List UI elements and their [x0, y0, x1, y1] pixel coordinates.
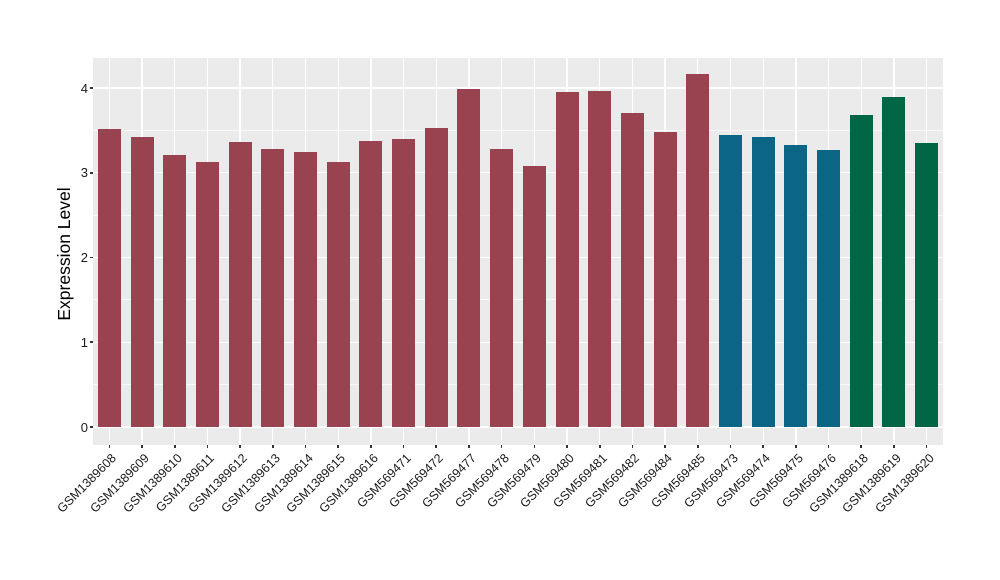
bar-GSM569477	[457, 88, 481, 427]
x-tick-mark	[598, 445, 601, 448]
x-tick-mark	[239, 445, 241, 448]
gridline-major	[93, 341, 943, 343]
gridline-major	[93, 172, 943, 174]
bar-GSM569471	[392, 138, 416, 427]
bar-GSM569472	[424, 127, 448, 427]
bar-GSM1389608	[97, 128, 121, 427]
x-tick-mark	[435, 445, 438, 448]
x-tick-mark	[925, 445, 928, 448]
bar-GSM1389611	[195, 161, 219, 427]
bar-GSM569476	[817, 149, 841, 427]
gridline-minor	[93, 299, 943, 301]
x-tick-mark	[173, 445, 176, 448]
y-tick-label: 1	[80, 334, 88, 350]
plot-panel	[93, 58, 943, 445]
x-tick-mark	[370, 445, 372, 448]
bar-GSM1389610	[163, 154, 187, 427]
x-tick-mark	[337, 445, 339, 448]
x-tick-mark	[697, 445, 699, 448]
bar-GSM569481	[588, 91, 612, 427]
x-tick-mark	[272, 445, 274, 448]
x-tick-mark	[402, 445, 405, 448]
x-tick-mark	[893, 445, 895, 448]
x-tick-mark	[729, 445, 732, 448]
gridline-minor	[93, 129, 943, 131]
x-tick-mark	[108, 445, 111, 448]
gridline-minor	[93, 214, 943, 216]
bar-GSM1389618	[849, 115, 873, 427]
bar-GSM569474	[751, 137, 775, 427]
bar-GSM1389615	[326, 161, 350, 427]
bar-GSM569473	[719, 134, 742, 427]
x-tick-mark	[533, 445, 536, 448]
x-tick-mark	[762, 445, 764, 448]
y-tick-mark	[90, 87, 93, 89]
x-tick-mark	[141, 445, 143, 448]
y-tick-label: 0	[80, 419, 88, 435]
bar-GSM569475	[784, 144, 808, 427]
x-tick-mark	[827, 445, 830, 448]
bar-GSM1389612	[228, 142, 252, 427]
bar-GSM1389613	[261, 149, 285, 427]
gridline-major	[93, 256, 943, 259]
gridline-minor	[93, 384, 943, 386]
x-tick-mark	[631, 445, 634, 448]
bar-GSM1389619	[882, 97, 906, 427]
x-tick-mark	[566, 445, 568, 448]
bar-GSM1389616	[359, 141, 383, 427]
bar-GSM1389614	[294, 151, 317, 427]
y-tick-label: 4	[80, 80, 88, 96]
gridline-major	[93, 426, 943, 428]
x-tick-mark	[500, 445, 503, 448]
bar-GSM569480	[555, 92, 579, 427]
x-tick-mark	[860, 445, 863, 448]
x-tick-mark	[304, 445, 307, 448]
x-tick-mark	[795, 445, 797, 448]
bar-GSM1389620	[915, 143, 939, 427]
y-tick-mark	[90, 426, 93, 428]
bar-GSM569482	[620, 113, 644, 427]
bar-GSM1389609	[130, 137, 154, 427]
y-tick-mark	[90, 256, 93, 259]
x-tick-mark	[468, 445, 470, 448]
bar-GSM569485	[686, 74, 710, 427]
gridline-major	[93, 87, 943, 89]
bar-GSM569484	[653, 132, 677, 427]
y-tick-label: 2	[80, 250, 88, 265]
y-tick-mark	[90, 341, 93, 344]
bar-GSM569478	[490, 149, 514, 427]
x-tick-mark	[206, 445, 209, 448]
y-tick-label: 3	[80, 165, 88, 181]
bar-GSM569479	[522, 165, 546, 427]
x-tick-mark	[664, 445, 666, 448]
y-tick-mark	[90, 171, 93, 174]
